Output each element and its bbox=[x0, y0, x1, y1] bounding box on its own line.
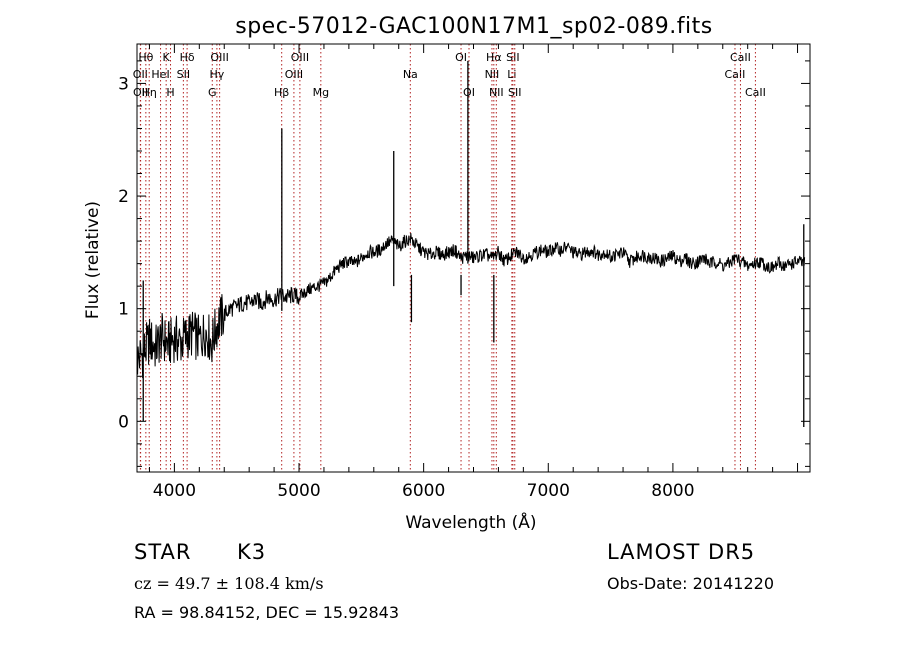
survey-name: LAMOST DR5 bbox=[607, 540, 756, 564]
line-marker-label: Hη bbox=[142, 86, 157, 99]
line-marker-label: OI bbox=[455, 51, 467, 64]
line-marker-label: CaII bbox=[745, 86, 766, 99]
x-tick-label: 8000 bbox=[651, 481, 694, 501]
line-marker-label: Mg bbox=[313, 86, 329, 99]
line-marker-label: Hα bbox=[486, 51, 502, 64]
coordinates: RA = 98.84152, DEC = 15.92843 bbox=[134, 603, 400, 622]
x-tick-label: 6000 bbox=[402, 481, 445, 501]
line-marker-label: OI bbox=[463, 86, 475, 99]
line-marker-label: OII bbox=[133, 68, 148, 81]
emission-line-markers: OIIOIIHθHηHeIKHSIIHδGHγOIIIHβOIIIOIIIMgN… bbox=[133, 44, 766, 472]
y-tick-label: 3 bbox=[118, 74, 129, 94]
line-marker-label: SII bbox=[177, 68, 190, 81]
y-tick-label: 0 bbox=[118, 412, 129, 432]
line-marker-label: Hγ bbox=[209, 68, 224, 81]
line-marker-label: Li bbox=[507, 68, 516, 81]
line-marker-label: OIII bbox=[291, 51, 309, 64]
spectrum-line bbox=[137, 232, 806, 379]
x-axis-label: Wavelength (Å) bbox=[405, 511, 536, 533]
redshift-text: cz = 49.7 ± 108.4 km/s bbox=[134, 574, 324, 593]
chart-title: spec-57012-GAC100N17M1_sp02-089.fits bbox=[235, 14, 713, 39]
line-marker-label: NII bbox=[485, 68, 500, 81]
line-marker-label: SII bbox=[508, 86, 521, 99]
x-tick-label: 4000 bbox=[153, 481, 196, 501]
object-subclass: K3 bbox=[237, 540, 267, 564]
line-marker-label: Hθ bbox=[138, 51, 153, 64]
line-marker-label: K bbox=[163, 51, 171, 64]
y-axis: 0 1 2 3 bbox=[118, 60, 810, 467]
y-tick-label: 2 bbox=[118, 187, 129, 207]
line-marker-label: OIII bbox=[285, 68, 303, 81]
line-marker-label: H bbox=[166, 86, 174, 99]
line-marker-label: Hδ bbox=[180, 51, 195, 64]
line-marker-label: SII bbox=[506, 51, 519, 64]
line-marker-label: OIII bbox=[210, 51, 228, 64]
x-axis: 4000 5000 6000 7000 8000 bbox=[148, 44, 799, 501]
line-marker-label: CaII bbox=[725, 68, 746, 81]
line-marker-label: CaII bbox=[730, 51, 751, 64]
line-marker-label: Hβ bbox=[274, 86, 289, 99]
line-marker-label: NII bbox=[489, 86, 504, 99]
line-marker-label: G bbox=[208, 86, 217, 99]
object-type: STAR bbox=[134, 540, 192, 564]
line-marker-label: Na bbox=[403, 68, 418, 81]
y-axis-label: Flux (relative) bbox=[83, 201, 103, 319]
obs-date: Obs-Date: 20141220 bbox=[607, 574, 775, 593]
x-tick-label: 7000 bbox=[527, 481, 570, 501]
y-tick-label: 1 bbox=[118, 300, 129, 320]
spectrum-layer bbox=[137, 60, 806, 427]
x-tick-label: 5000 bbox=[277, 481, 320, 501]
line-marker-label: HeI bbox=[151, 68, 169, 81]
